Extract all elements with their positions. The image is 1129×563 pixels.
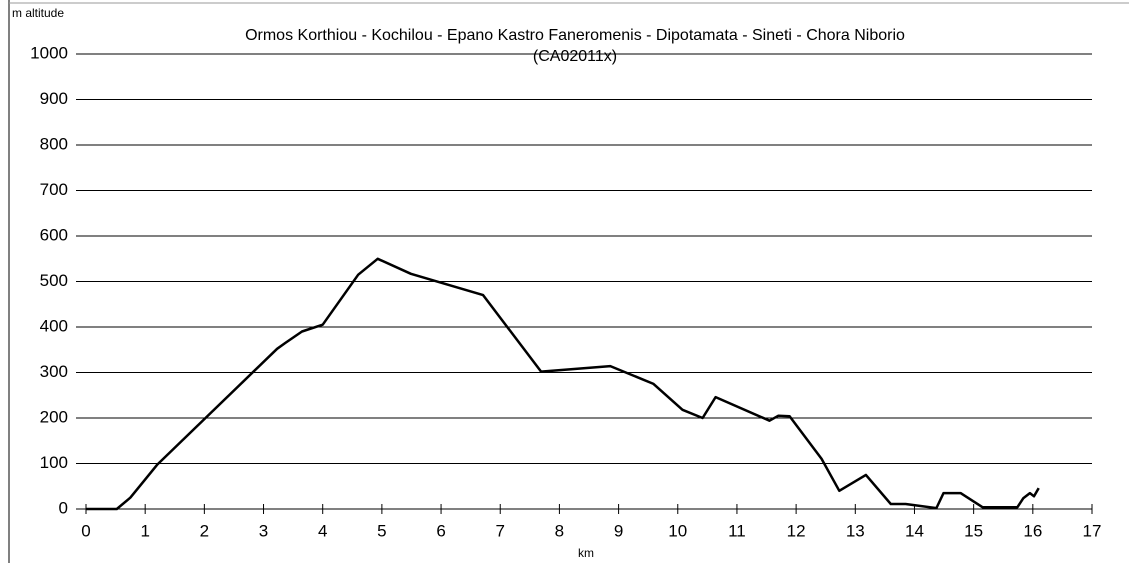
x-tick-label: 15 <box>964 521 983 540</box>
x-tick-label: 3 <box>259 521 268 540</box>
x-tick-label: 9 <box>614 521 623 540</box>
y-tick-label: 300 <box>40 362 68 381</box>
chart-title: Ormos Korthiou - Kochilou - Epano Kastro… <box>245 27 905 44</box>
y-tick-label: 1000 <box>30 43 68 62</box>
y-tick-label: 0 <box>59 498 68 517</box>
y-tick-label: 800 <box>40 134 68 153</box>
x-tick-label: 16 <box>1023 521 1042 540</box>
x-tick-label: 13 <box>846 521 865 540</box>
y-axis-label: m altitude <box>12 6 64 20</box>
y-tick-label: 200 <box>40 407 68 426</box>
x-tick-label: 12 <box>787 521 806 540</box>
chart-subtitle: (CA02011x) <box>533 48 617 65</box>
x-tick-label: 11 <box>728 521 746 540</box>
x-tick-label: 6 <box>436 521 445 540</box>
y-tick-label: 100 <box>40 453 68 472</box>
x-tick-label: 5 <box>377 521 386 540</box>
x-tick-label: 7 <box>496 521 505 540</box>
x-axis-label: km <box>578 546 594 560</box>
x-tick-label: 1 <box>140 521 149 540</box>
elevation-line <box>86 257 1040 511</box>
y-tick-label: 700 <box>40 180 68 199</box>
x-tick-label: 14 <box>905 521 924 540</box>
x-tick-label: 10 <box>668 521 687 540</box>
x-tick-label: 8 <box>555 521 564 540</box>
y-tick-label: 400 <box>40 316 68 335</box>
x-tick-label: 4 <box>318 521 327 540</box>
y-tick-label: 600 <box>40 225 68 244</box>
y-tick-label: 500 <box>40 271 68 290</box>
y-tick-label: 900 <box>40 89 68 108</box>
x-tick-label: 0 <box>81 521 90 540</box>
x-tick-label: 2 <box>200 521 209 540</box>
x-tick-label: 17 <box>1083 521 1102 540</box>
